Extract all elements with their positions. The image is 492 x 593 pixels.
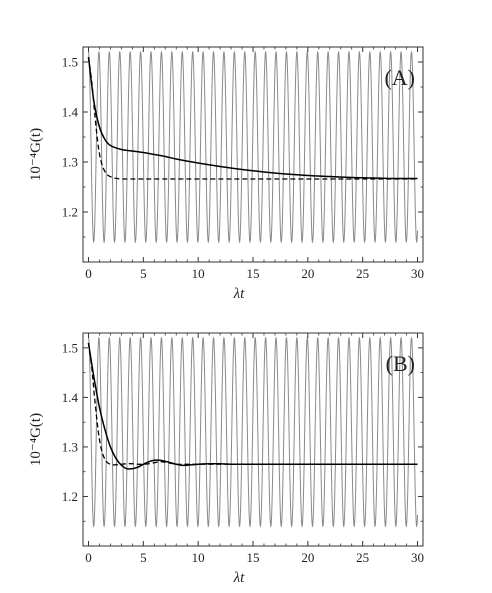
panel-a-label: (A) xyxy=(384,65,415,90)
x-tick-label: 15 xyxy=(247,550,260,565)
x-tick-label: 0 xyxy=(85,550,92,565)
y-tick-label: 1.5 xyxy=(62,55,78,70)
y-tick-label: 1.3 xyxy=(62,439,78,454)
x-tick-label: 5 xyxy=(140,266,147,281)
x-tick-label: 20 xyxy=(301,550,314,565)
y-tick-label: 1.5 xyxy=(62,340,78,355)
x-tick-label: 15 xyxy=(247,266,260,281)
x-tick-label: 0 xyxy=(85,266,92,281)
x-tick-label: 5 xyxy=(140,550,147,565)
panel-a: 0 5 10 15 20 25 30 1.2 1.3 1.4 1.5 λt 10⁻⁴G(t) (A) xyxy=(28,46,424,302)
panel-b: 0 5 10 15 20 25 30 1.2 1.3 1.4 1.5 λt 10⁻⁴G(t) (B) xyxy=(28,332,424,586)
series-dashed-line xyxy=(87,342,418,466)
y-tick-label: 1.2 xyxy=(62,205,78,220)
y-axis-label: 10⁻⁴G(t) xyxy=(28,413,44,466)
x-axis-label: λt xyxy=(233,286,245,302)
series-gray-oscillating-line xyxy=(88,50,419,244)
x-tick-label: 30 xyxy=(411,550,424,565)
y-tick-label: 1.4 xyxy=(62,390,79,405)
x-tick-label: 10 xyxy=(192,550,205,565)
series-dashed-line xyxy=(87,56,418,180)
plot-frame xyxy=(82,332,424,547)
x-tick-label: 20 xyxy=(301,266,314,281)
x-tick-label: 25 xyxy=(356,550,369,565)
panel-b-label: (B) xyxy=(386,351,415,376)
x-axis-label: λt xyxy=(233,570,245,586)
plot-frame xyxy=(82,46,424,263)
series-gray-oscillating-line xyxy=(88,336,419,528)
x-tick-label: 30 xyxy=(411,266,424,281)
y-tick-label: 1.2 xyxy=(62,489,78,504)
x-tick-label: 25 xyxy=(356,266,369,281)
x-tick-label: 10 xyxy=(192,266,205,281)
series-solid-line xyxy=(87,56,418,180)
y-tick-label: 1.3 xyxy=(62,155,78,170)
y-axis-label: 10⁻⁴G(t) xyxy=(28,128,44,181)
y-tick-label: 1.4 xyxy=(62,105,79,120)
